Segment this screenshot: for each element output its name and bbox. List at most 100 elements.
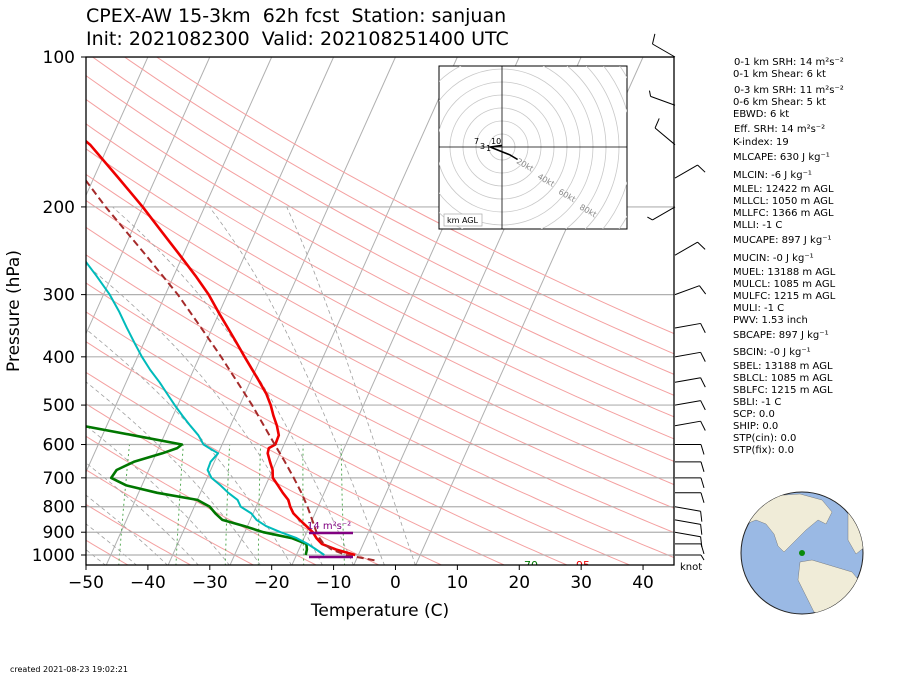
- wind-barb-flag: [700, 477, 705, 489]
- wind-barb-flag: [699, 285, 707, 295]
- wind-barb: [674, 531, 703, 548]
- y-tick-label: 100: [43, 48, 75, 68]
- x-tick-label: −20: [254, 573, 290, 593]
- wind-barb-flag: [700, 420, 706, 431]
- mixing-ratio-line: [302, 444, 305, 565]
- wind-barb-flag: [700, 400, 706, 411]
- sounding-index-item: 0-1 km Shear: 6 kt: [733, 69, 826, 80]
- sounding-index-item: PWV: 1.53 inch: [733, 315, 808, 326]
- wind-barb-flag: [700, 377, 706, 388]
- wind-barb: [675, 543, 705, 555]
- wind-barb: [674, 164, 706, 179]
- dry-adiabat: [86, 123, 674, 440]
- dry-adiabat: [124, 57, 674, 355]
- hodograph-legend-label: km AGL: [447, 216, 479, 225]
- wind-barb-flag: [654, 118, 660, 129]
- y-axis-label: Pressure (hPa): [4, 250, 24, 372]
- wind-barb-flag: [700, 554, 705, 561]
- isotherm-line: [86, 57, 211, 335]
- sounding-index-item: MULCL: 1085 m AGL: [733, 279, 836, 290]
- x-tick-label: −40: [130, 573, 166, 593]
- wind-barb-staff: [652, 43, 676, 58]
- wind-unit-label: knot: [680, 562, 702, 573]
- wind-barb: [675, 444, 705, 455]
- wind-barb-staff: [674, 506, 701, 512]
- wind-barb-flag: [700, 444, 705, 455]
- dry-adiabat: [86, 173, 674, 486]
- wind-barb-staff: [674, 164, 698, 179]
- location-globe: [740, 491, 864, 615]
- sounding-index-item: MLLCL: 1050 m AGL: [733, 196, 834, 207]
- wind-barb: [675, 554, 705, 561]
- dry-adiabat: [86, 254, 674, 559]
- x-tick-label: 10: [447, 573, 469, 593]
- sounding-index-item: 0-1 km SRH: 14 m²s⁻²: [734, 57, 844, 68]
- green-dewpoint-line: [86, 425, 309, 556]
- sounding-index-item: SBCAPE: 897 J kg⁻¹: [733, 330, 829, 341]
- sounding-index-item: K-index: 19: [733, 137, 789, 148]
- wind-barb-staff: [650, 95, 676, 106]
- sounding-index-item: MLLI: -1 C: [733, 220, 783, 231]
- sounding-index-item: MLEL: 12422 m AGL: [733, 184, 834, 195]
- wind-barb: [674, 285, 707, 296]
- mixing-ratio-line: [118, 444, 130, 565]
- sounding-index-item: MUEL: 13188 m AGL: [733, 267, 836, 278]
- wind-barb-flag: [700, 524, 703, 535]
- wind-barb-staff: [674, 377, 701, 383]
- moist-adiabat: [86, 381, 261, 565]
- wind-barb-staff: [654, 127, 676, 146]
- wind-barb-flag: [647, 216, 653, 221]
- dry-adiabat: [0, 57, 3, 566]
- x-tick-label: 20: [508, 573, 530, 593]
- wind-barb: [675, 461, 705, 472]
- wind-barb: [674, 351, 706, 362]
- wind-barb-staff: [674, 420, 701, 427]
- sounding-index-item: MUCIN: -0 J kg⁻¹: [733, 253, 814, 264]
- y-tick-label: 800: [43, 498, 75, 518]
- moist-adiabat: [86, 523, 137, 565]
- y-tick-label: 900: [43, 523, 75, 543]
- sounding-index-item: 0-6 km Shear: 5 kt: [733, 97, 826, 108]
- plot-frame: [85, 56, 675, 566]
- sounding-index-item: SBLFC: 1215 m AGL: [733, 385, 833, 396]
- moist-adiabat: [86, 462, 199, 565]
- wind-barb-flag: [697, 164, 706, 173]
- dry-adiabat: [86, 341, 506, 565]
- dewpoint-line: [86, 260, 325, 556]
- station-marker: [799, 550, 805, 556]
- wind-barb-flag: [651, 33, 656, 45]
- chart-title-line1: CPEX-AW 15-3km 62h fcst Station: sanjuan: [86, 5, 507, 27]
- wind-barb: [674, 377, 706, 388]
- wind-barb-flag: [700, 492, 705, 503]
- wind-barb-staff: [674, 400, 701, 406]
- sounding-index-item: MULI: -1 C: [733, 303, 785, 314]
- sounding-index-item: SCP: 0.0: [733, 409, 775, 420]
- x-tick-label: −30: [192, 573, 228, 593]
- sounding-index-item: STP(fix): 0.0: [733, 445, 794, 456]
- wind-barb: [674, 420, 706, 431]
- dry-adiabat: [86, 371, 443, 565]
- y-tick-label: 600: [43, 436, 75, 456]
- wind-barb-staff: [652, 206, 676, 221]
- wind-barb: [651, 33, 676, 58]
- moist-adiabat: [209, 206, 385, 565]
- wind-barb-flag: [700, 352, 706, 362]
- wind-barb-staff: [674, 285, 700, 296]
- sounding-index-item: MLCIN: -6 J kg⁻¹: [733, 170, 812, 181]
- wind-barb-staff: [674, 322, 701, 329]
- surface-dewpoint-label: 70: [524, 559, 538, 572]
- created-timestamp: created 2021-08-23 19:02:21: [10, 665, 128, 674]
- sounding-index-item: Eff. SRH: 14 m²s⁻²: [734, 124, 826, 135]
- wind-barb: [675, 492, 705, 503]
- surface-temp-label: 95: [576, 559, 590, 572]
- mixing-ratio-line: [340, 444, 346, 565]
- dry-adiabat: [86, 435, 318, 565]
- sounding-index-item: MULFC: 1215 m AGL: [733, 291, 836, 302]
- y-tick-label: 700: [43, 469, 75, 489]
- hodograph-trace: [487, 144, 519, 161]
- srh-label: 14 m²s⁻²: [307, 521, 351, 532]
- wind-barb: [674, 506, 703, 522]
- y-tick-label: 200: [43, 198, 75, 218]
- wind-barb: [674, 519, 703, 535]
